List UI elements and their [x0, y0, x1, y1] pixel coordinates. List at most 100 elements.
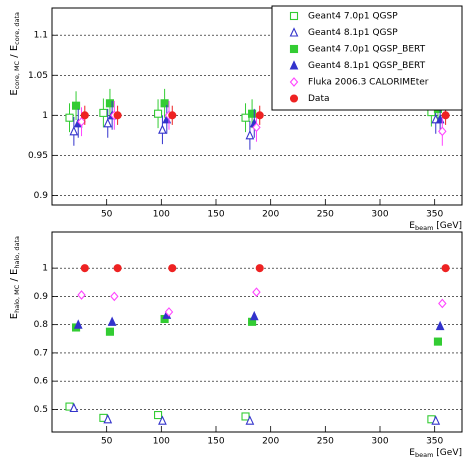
x-tick-label: 50 [101, 437, 113, 447]
legend-label: Geant4 7.0p1 QGSP [308, 12, 398, 22]
marker [435, 320, 445, 331]
x-tick-label: 250 [317, 437, 334, 447]
y-label-part: core, MC [13, 60, 21, 89]
y-label-part: / E [9, 269, 20, 285]
marker [164, 307, 174, 317]
x-tick-label: 250 [317, 210, 334, 220]
x-tick-label: 300 [371, 437, 388, 447]
x-label-part: E [409, 221, 415, 231]
marker [65, 113, 74, 122]
y-tick-label: 1 [42, 111, 48, 121]
marker [289, 60, 299, 70]
x-tick-label: 350 [426, 210, 443, 220]
y-axis-label: Ecore, MC / Ecore, data [9, 12, 21, 96]
x-label-part: beam [415, 224, 433, 232]
marker [289, 44, 299, 54]
marker [158, 415, 167, 425]
marker [69, 126, 79, 136]
marker [107, 316, 117, 326]
x-tick-label: 100 [153, 437, 170, 447]
marker [99, 108, 108, 117]
marker [255, 111, 264, 120]
y-tick-label: 0.9 [34, 191, 49, 201]
marker [110, 291, 119, 302]
y-label-part: core, data [13, 12, 21, 45]
x-label-part: [GeV] [433, 221, 462, 231]
y-label-part: halo, MC [13, 284, 21, 313]
marker [168, 264, 177, 273]
marker [113, 111, 122, 120]
marker [105, 99, 114, 108]
marker [248, 109, 257, 118]
y-tick-label: 1.1 [34, 31, 48, 41]
y-label-part: E [9, 313, 20, 319]
marker [69, 402, 79, 413]
marker [252, 287, 261, 298]
x-axis-label: Ebeam [GeV] [409, 448, 462, 459]
x-tick-label: 200 [262, 210, 279, 220]
x-label-part: [GeV] [433, 448, 462, 458]
marker [160, 99, 169, 108]
x-tick-label: 200 [262, 437, 279, 447]
marker [158, 124, 167, 134]
marker [289, 27, 299, 37]
y-tick-label: 1.05 [28, 71, 48, 81]
marker [105, 327, 114, 336]
marker [441, 111, 450, 120]
legend-box [271, 5, 463, 111]
marker [103, 118, 113, 128]
marker [80, 111, 89, 120]
marker [255, 264, 264, 273]
x-tick-label: 300 [371, 210, 388, 220]
legend-label: Geant4 8.1p1 QGSP_BERT [308, 61, 426, 71]
marker [103, 413, 113, 424]
marker [113, 264, 122, 273]
marker [154, 411, 163, 420]
marker [77, 290, 86, 300]
plot-frame [51, 231, 463, 433]
legend-label: Data [308, 94, 330, 104]
y-tick-label: 0.95 [28, 151, 48, 161]
y-tick-label: 0.5 [34, 405, 48, 415]
legend-label: Fluka 2006.3 CALORIMEter [308, 78, 429, 88]
marker [441, 264, 450, 273]
x-tick-label: 50 [101, 210, 113, 220]
y-tick-label: 0.6 [34, 377, 49, 387]
x-tick-label: 350 [426, 437, 443, 447]
marker [289, 94, 299, 103]
x-tick-label: 150 [207, 210, 224, 220]
x-tick-label: 150 [207, 437, 224, 447]
marker [77, 116, 86, 127]
marker [289, 77, 299, 87]
x-label-part: E [409, 448, 415, 458]
y-label-part: / E [9, 45, 20, 61]
marker [73, 319, 83, 329]
marker [249, 310, 259, 321]
y-tick-label: 0.7 [34, 348, 48, 358]
x-label-part: beam [415, 451, 433, 459]
marker [80, 264, 89, 273]
y-tick-label: 1 [42, 264, 48, 274]
legend-label: Geant4 7.0p1 QGSP_BERT [308, 45, 426, 55]
y-label-part: halo, data [13, 236, 21, 269]
legend-label: Geant4 8.1p1 QGSP [308, 28, 398, 38]
marker [438, 298, 447, 309]
y-tick-label: 0.8 [34, 320, 49, 330]
y-tick-label: 0.9 [34, 292, 49, 302]
y-label-part: E [9, 89, 20, 95]
x-axis-label: Ebeam [GeV] [409, 221, 462, 233]
marker [245, 415, 255, 425]
y-axis-label: Ehalo, MC / Ehalo, data [9, 236, 21, 319]
marker [431, 415, 441, 425]
marker [154, 109, 163, 118]
marker [438, 126, 447, 137]
marker [245, 130, 255, 140]
marker [168, 111, 177, 120]
marker [241, 412, 250, 421]
marker [252, 122, 261, 133]
marker [241, 113, 250, 122]
marker [72, 101, 81, 110]
x-tick-label: 100 [153, 210, 170, 220]
marker [433, 337, 442, 346]
